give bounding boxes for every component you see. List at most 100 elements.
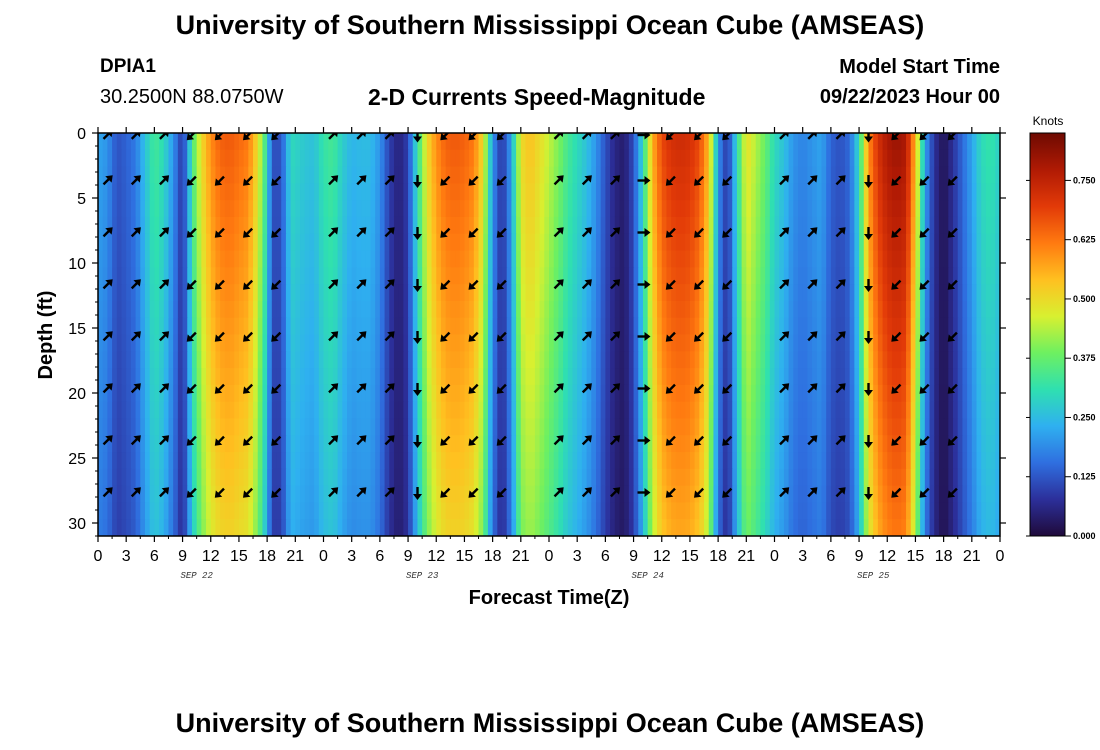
heatmap-cell	[201, 452, 207, 470]
heatmap-cell	[464, 502, 470, 520]
current-arrow	[610, 331, 621, 342]
heatmap-cell	[431, 216, 437, 235]
heatmap-cell	[581, 468, 588, 487]
current-arrow	[468, 487, 479, 498]
heatmap-cell	[666, 133, 672, 151]
heatmap-cell	[140, 418, 146, 436]
heatmap-cell	[187, 166, 193, 184]
heatmap-cell	[243, 519, 249, 536]
heatmap-cell	[154, 401, 160, 420]
heatmap-cell	[318, 250, 325, 268]
heatmap-cell	[558, 368, 564, 386]
heatmap-cell	[403, 368, 409, 386]
heatmap-cell	[826, 468, 832, 487]
heatmap-cell	[107, 368, 113, 386]
heatmap-cell	[159, 233, 165, 252]
heatmap-cell	[116, 166, 123, 184]
heatmap-cell	[553, 351, 559, 369]
heatmap-cell	[741, 452, 747, 470]
heatmap-cell	[511, 334, 517, 352]
heatmap-cell	[953, 149, 959, 168]
heatmap-cell	[859, 149, 865, 168]
heatmap-cell	[314, 502, 320, 520]
heatmap-cell	[826, 452, 832, 470]
heatmap-cell	[168, 384, 174, 403]
heatmap-cell	[464, 284, 470, 302]
heatmap-cell	[962, 250, 968, 268]
heatmap-cell	[408, 284, 414, 302]
heatmap-cell	[854, 216, 860, 235]
heatmap-cell	[689, 233, 696, 252]
heatmap-cell	[844, 418, 851, 436]
heatmap-cell	[859, 334, 865, 352]
heatmap-cell	[346, 250, 353, 268]
heatmap-cell	[436, 183, 442, 201]
heatmap-cell	[873, 368, 879, 386]
heatmap-cell	[206, 334, 212, 352]
heatmap-cell	[229, 485, 235, 504]
heatmap-cell	[370, 334, 376, 352]
heatmap-cell	[276, 284, 282, 302]
heatmap-cell	[403, 485, 409, 504]
heatmap-cell	[924, 267, 931, 285]
heatmap-cell	[107, 300, 113, 319]
heatmap-cell	[337, 183, 343, 201]
heatmap-cell	[253, 368, 259, 386]
heatmap-cell	[408, 502, 414, 520]
current-arrow	[779, 487, 790, 498]
heatmap-cell	[389, 485, 395, 504]
current-arrow	[186, 227, 197, 238]
heatmap-cell	[323, 401, 329, 420]
heatmap-cell	[144, 435, 151, 453]
heatmap-cell	[445, 435, 451, 453]
heatmap-cell	[511, 485, 517, 504]
heatmap-cell	[459, 401, 466, 420]
heatmap-cell	[896, 133, 902, 151]
heatmap-cell	[854, 300, 860, 319]
heatmap-cell	[924, 452, 931, 470]
heatmap-cell	[323, 418, 329, 436]
heatmap-cell	[459, 166, 466, 184]
heatmap-cell	[121, 435, 127, 453]
heatmap-cell	[652, 200, 658, 218]
current-vectors	[102, 133, 958, 500]
heatmap-cell	[271, 133, 278, 151]
heatmap-cell	[187, 300, 193, 319]
heatmap-cell	[567, 334, 574, 352]
heatmap-cell	[953, 233, 959, 252]
heatmap-cell	[285, 384, 292, 403]
heatmap-cell	[497, 401, 503, 420]
heatmap-cell	[365, 502, 372, 520]
heatmap-cell	[699, 351, 705, 369]
heatmap-cell	[229, 149, 235, 168]
heatmap-cell	[107, 166, 113, 184]
heatmap-cell	[342, 300, 348, 319]
heatmap-cell	[436, 452, 442, 470]
heatmap-cell	[328, 200, 334, 218]
x-tick-label: 15	[230, 548, 248, 565]
heatmap-cell	[440, 334, 447, 352]
heatmap-cell	[802, 418, 808, 436]
heatmap-cell	[675, 149, 682, 168]
heatmap-cell	[403, 452, 409, 470]
heatmap-cell	[290, 149, 296, 168]
heatmap-cell	[285, 401, 292, 420]
heatmap-cell	[859, 368, 865, 386]
heatmap-cell	[154, 334, 160, 352]
heatmap-cell	[126, 200, 132, 218]
heatmap-cell	[671, 317, 677, 336]
heatmap-cell	[826, 166, 832, 184]
heatmap-cell	[844, 401, 851, 420]
heatmap-cell	[177, 351, 184, 369]
heatmap-cell	[751, 200, 757, 218]
heatmap-cell	[511, 468, 517, 487]
heatmap-cell	[741, 216, 747, 235]
heatmap-cell	[981, 368, 987, 386]
heatmap-cell	[323, 267, 329, 285]
heatmap-cell	[614, 519, 621, 536]
heatmap-cell	[788, 166, 794, 184]
heatmap-cell	[379, 502, 386, 520]
current-arrow	[356, 279, 367, 290]
heatmap-cell	[765, 250, 771, 268]
heatmap-cell	[492, 183, 498, 201]
